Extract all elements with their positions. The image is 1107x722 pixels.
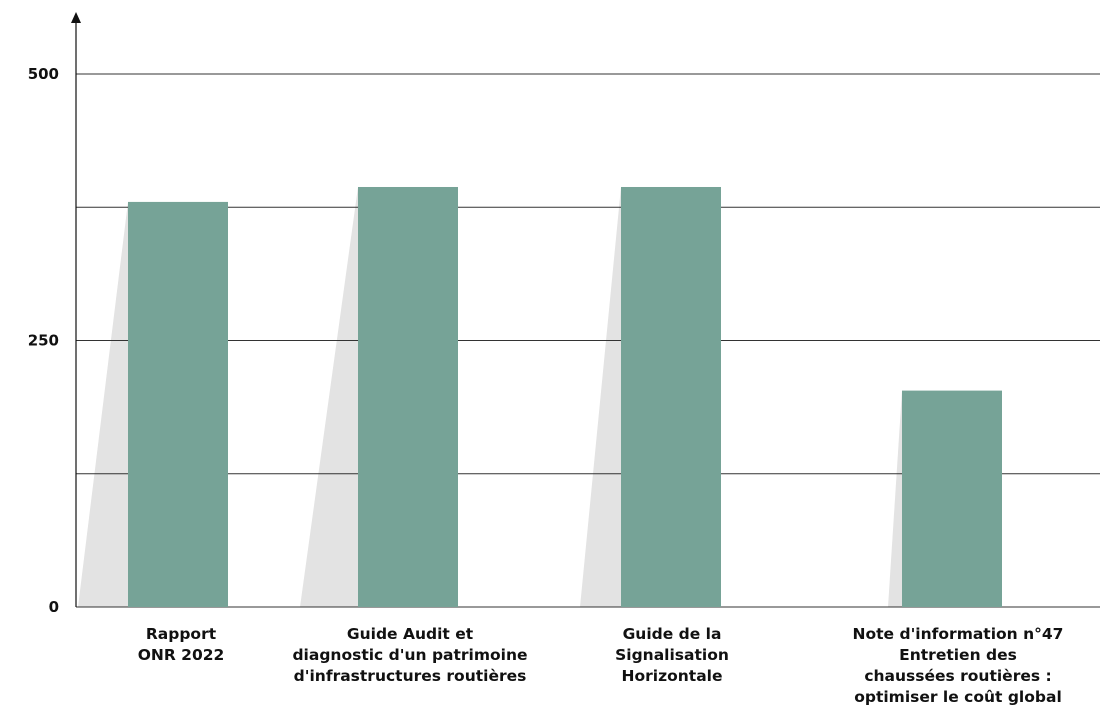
y-tick-label: 250 xyxy=(28,332,59,350)
x-category-label-line: ONR 2022 xyxy=(137,646,225,664)
bar-shadow xyxy=(300,186,358,607)
x-category-label-line: optimiser le coût global xyxy=(854,688,1062,706)
x-category-label: Guide de la Signalisation Horizontale xyxy=(532,624,812,687)
x-category-label-line: chaussées routières : xyxy=(864,667,1052,685)
bar xyxy=(128,201,228,608)
x-category-label-line: Horizontale xyxy=(621,667,723,685)
x-category-label-line: Entretien des xyxy=(899,646,1017,664)
x-category-label-line: Note d'information n°47 xyxy=(852,625,1064,643)
x-category-label-line: d'infrastructures routières xyxy=(293,667,527,685)
x-category-label-line: Rapport xyxy=(145,625,217,643)
bar xyxy=(621,186,721,607)
bar-shadow xyxy=(888,390,902,607)
x-category-label-line: Guide de la xyxy=(622,625,722,643)
bars xyxy=(128,186,1002,608)
x-category-label: Rapport ONR 2022 xyxy=(41,624,321,666)
bar xyxy=(358,186,458,607)
y-axis: 0 250 500 xyxy=(28,12,81,616)
x-category-label-line: Signalisation xyxy=(615,646,729,664)
bar xyxy=(902,390,1002,607)
y-tick-label: 500 xyxy=(28,65,59,83)
x-category-label-line: diagnostic d'un patrimoine xyxy=(292,646,528,664)
bar-shadow xyxy=(78,201,128,608)
bar-shadows xyxy=(78,186,902,608)
x-category-label: Note d'information n°47 Entretien des chau… xyxy=(818,624,1098,708)
y-tick-label: 0 xyxy=(49,598,59,616)
x-category-label-line: Guide Audit et xyxy=(346,625,474,643)
y-axis-arrow-icon xyxy=(71,12,81,23)
x-category-label: Guide Audit et diagnostic d'un patrimoine… xyxy=(270,624,550,687)
bar-shadow xyxy=(580,186,621,607)
